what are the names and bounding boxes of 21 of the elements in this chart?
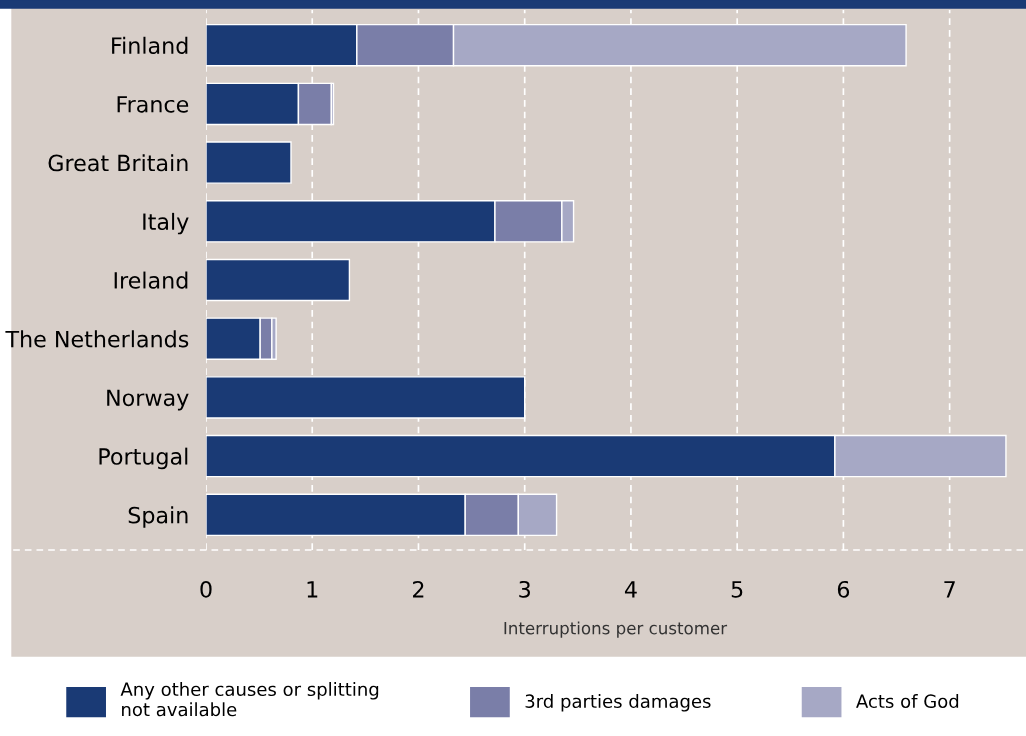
y-tick-label: Portugal (99, 447, 188, 470)
y-tick-label: The Netherlands (5, 330, 189, 348)
legend-label: Acts of God (856, 694, 959, 709)
x-tick-label: 5 (731, 581, 743, 598)
x-axis-title: Interruptions per customer (504, 621, 728, 638)
legend-label: 3rd parties damages (525, 694, 711, 712)
y-tick-label: Great Britain (48, 154, 188, 172)
x-tick-label: 1 (307, 581, 318, 598)
y-tick-label: Italy (143, 212, 189, 235)
legend-label: Any other causes or splitting not available (120, 682, 379, 717)
x-tick-label: 6 (837, 580, 850, 598)
x-tick-label: 0 (200, 580, 212, 598)
y-tick-label: Ireland (114, 271, 188, 289)
y-tick-label: Finland (112, 36, 188, 54)
y-tick-label: Norway (107, 389, 189, 411)
y-tick-label: France (117, 96, 189, 113)
x-tick-label: 7 (944, 581, 955, 598)
x-tick-label: 4 (624, 581, 637, 598)
y-tick-label: Spain (128, 506, 188, 528)
x-tick-label: 2 (413, 580, 424, 598)
x-tick-label: 3 (519, 580, 530, 598)
